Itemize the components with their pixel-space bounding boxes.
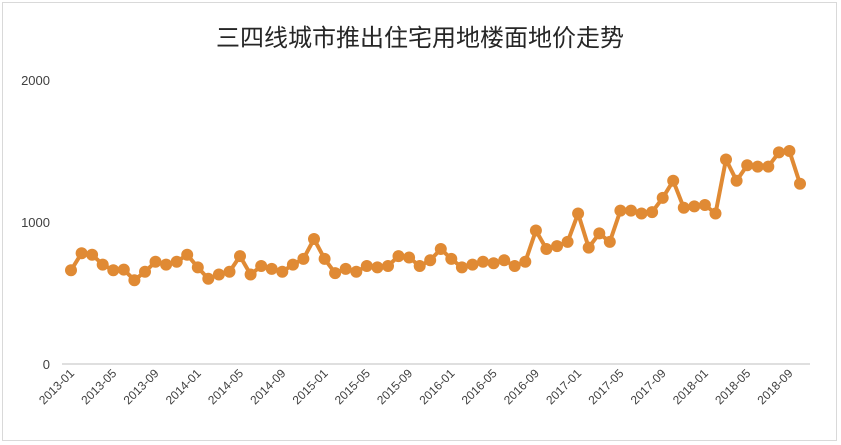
data-point: [360, 260, 373, 272]
data-point: [487, 257, 500, 270]
data-point: [318, 252, 331, 265]
chart-title: 三四线城市推出住宅用地楼面地价走势: [216, 24, 624, 52]
data-point: [635, 207, 648, 220]
data-point: [371, 261, 384, 274]
data-point: [477, 255, 489, 268]
data-point: [65, 264, 77, 277]
data-point: [582, 241, 595, 254]
data-point: [350, 265, 363, 278]
data-point: [339, 262, 352, 275]
data-point: [424, 254, 437, 267]
data-point: [223, 265, 236, 278]
data-point: [730, 174, 743, 187]
data-point: [202, 272, 215, 285]
x-tick-label: 2015-09: [374, 366, 415, 407]
y-tick-label: 0: [43, 357, 50, 372]
data-point: [794, 177, 806, 190]
data-point: [86, 248, 99, 261]
data-point: [667, 174, 680, 187]
data-point: [382, 260, 394, 272]
data-point: [455, 261, 468, 274]
data-point: [508, 260, 521, 272]
data-point: [434, 243, 447, 255]
series-line: [69, 149, 802, 283]
x-tick-label: 2018-05: [712, 366, 753, 407]
chart-frame: [2, 2, 837, 441]
data-point: [308, 233, 320, 245]
data-point: [276, 265, 289, 278]
x-tick-label: 2016-05: [459, 366, 500, 407]
data-point: [149, 255, 162, 268]
data-point: [561, 235, 574, 248]
data-point: [265, 262, 278, 275]
data-point: [603, 235, 616, 248]
data-point: [170, 255, 183, 268]
data-point: [762, 160, 775, 173]
data-point: [720, 153, 732, 166]
x-tick-label: 2014-09: [247, 366, 288, 407]
data-point: [212, 268, 225, 281]
y-tick-label: 1000: [21, 215, 50, 230]
data-point: [297, 252, 310, 265]
data-point: [139, 265, 151, 278]
data-point: [614, 204, 627, 217]
data-point: [625, 204, 637, 217]
data-point: [772, 146, 785, 159]
data-point: [466, 258, 479, 271]
x-tick-label: 2015-01: [290, 366, 331, 407]
series-lower-tier-city-land-price: [65, 145, 806, 287]
data-point: [286, 258, 299, 271]
x-tick-label: 2015-05: [332, 366, 373, 407]
x-tick-label: 2013-09: [121, 366, 162, 407]
data-point: [96, 258, 109, 271]
data-point: [181, 248, 194, 261]
x-tick-label: 2013-01: [36, 366, 77, 407]
data-point: [403, 251, 416, 264]
data-point: [551, 240, 563, 253]
data-point: [751, 160, 764, 173]
x-tick-label: 2017-01: [543, 366, 584, 407]
data-point: [329, 267, 342, 280]
x-tick-label: 2014-05: [205, 366, 246, 407]
data-point: [160, 258, 173, 271]
data-point: [445, 252, 458, 265]
data-point: [498, 254, 511, 267]
data-point: [540, 243, 553, 255]
data-point: [255, 260, 268, 272]
data-point: [688, 200, 701, 213]
data-point: [593, 227, 606, 240]
x-tick-label: 2016-01: [416, 366, 457, 407]
x-tick-label: 2017-05: [585, 366, 626, 407]
data-point: [107, 264, 120, 277]
data-point: [677, 201, 690, 214]
data-point: [698, 199, 711, 211]
data-point: [128, 274, 141, 287]
data-point: [529, 224, 542, 237]
data-point: [656, 191, 669, 204]
data-point: [117, 263, 130, 276]
data-point: [392, 250, 405, 263]
data-point: [741, 159, 754, 172]
x-tick-label: 2018-01: [670, 366, 711, 407]
x-tick-label: 2017-09: [628, 366, 669, 407]
x-tick-label: 2013-05: [78, 366, 119, 407]
x-tick-label: 2014-01: [163, 366, 204, 407]
data-point: [646, 206, 659, 219]
data-point: [234, 250, 246, 263]
data-point: [75, 247, 88, 260]
x-tick-label: 2016-09: [501, 366, 542, 407]
data-point: [709, 207, 722, 220]
data-point: [519, 255, 532, 268]
data-point: [413, 260, 426, 272]
data-point: [572, 207, 585, 220]
y-tick-label: 2000: [21, 73, 50, 88]
data-point: [191, 261, 204, 274]
data-point: [783, 145, 796, 157]
x-tick-label: 2018-09: [755, 366, 796, 407]
data-point: [244, 268, 257, 281]
